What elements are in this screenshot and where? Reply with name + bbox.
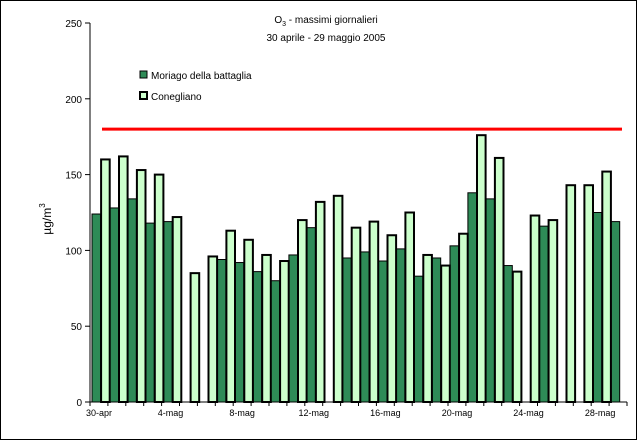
bar-conegliano [261, 253, 272, 403]
bar-conegliano [279, 260, 290, 404]
bar-conegliano [404, 211, 415, 403]
bar-moriago [610, 221, 621, 403]
bar-moriago [234, 262, 245, 403]
x-tick-label: 12-mag [298, 408, 329, 418]
bar-moriago [467, 192, 477, 403]
x-axis-ticks: 30-apr 4-mag 8-mag 12-mag 16-mag 20-mag 24-mag… [86, 402, 628, 418]
bar-conegliano [297, 219, 308, 403]
bar-moriago [539, 225, 549, 403]
bar-moriago [449, 245, 460, 403]
bar-conegliano [601, 170, 612, 403]
bar-moriago [431, 257, 442, 403]
bar-moriago [485, 198, 495, 403]
bar-moriago [145, 222, 155, 403]
bar-conegliano [100, 158, 111, 403]
bar-conegliano [565, 184, 577, 403]
bar-moriago [288, 254, 298, 403]
bar-moriago [216, 259, 227, 403]
bar-conegliano [458, 232, 469, 403]
bar-conegliano [386, 234, 398, 403]
bar-conegliano [350, 226, 362, 403]
y-tick-label: 0 [76, 398, 82, 409]
y-tick-label: 200 [65, 95, 82, 106]
bar-conegliano [135, 169, 147, 403]
bar-conegliano [189, 272, 201, 404]
bar-conegliano [171, 216, 183, 403]
y-axis-label: µg/m3 [38, 203, 54, 235]
x-tick-label: 4-mag [158, 408, 184, 418]
y-axis-ticks: 0 50 100 150 200 250 [65, 19, 90, 409]
svg-text:O3 - massimi giornalieri: O3 - massimi giornalieri [274, 15, 377, 28]
bar-conegliano [547, 219, 559, 403]
legend-swatch-moriago [139, 70, 148, 79]
x-tick-label: 24-mag [513, 408, 544, 418]
legend-label-conegliano: Conegliano [151, 92, 202, 103]
legend-swatch-conegliano [139, 91, 148, 100]
bar-moriago [163, 221, 173, 403]
bar-moriago [503, 265, 513, 403]
bar-moriago [360, 251, 370, 403]
x-tick-label: 30-apr [86, 408, 112, 418]
bar-conegliano [511, 270, 523, 403]
bar-conegliano [314, 200, 326, 403]
bars [91, 134, 621, 404]
bar-moriago [342, 257, 352, 403]
bar-moriago [252, 271, 263, 403]
y-tick-label: 250 [65, 19, 82, 30]
chart-subtitle: 30 aprile - 29 maggio 2005 [267, 33, 386, 44]
x-tick-label: 16-mag [370, 408, 401, 418]
bar-conegliano [225, 229, 236, 403]
bar-conegliano [493, 156, 505, 403]
legend: Moriago della battaglia Conegliano [139, 70, 252, 103]
x-tick-label: 20-mag [442, 408, 473, 418]
bar-conegliano [118, 155, 129, 403]
bar-conegliano [153, 173, 165, 403]
bar-moriago [270, 280, 281, 403]
y-tick-label: 50 [71, 322, 83, 333]
legend-label-moriago: Moriago della battaglia [151, 71, 252, 82]
bar-conegliano [243, 238, 254, 403]
bar-moriago [592, 212, 603, 403]
bar-moriago [413, 275, 424, 403]
bar-conegliano [207, 255, 219, 403]
svg-text:µg/m3: µg/m3 [38, 203, 54, 235]
bar-conegliano [529, 214, 541, 403]
bar-conegliano [368, 220, 380, 403]
bar-moriago [109, 207, 120, 403]
bar-moriago [395, 248, 406, 403]
bar-moriago [377, 260, 388, 403]
chart-title: O3 - massimi giornalieri [274, 15, 377, 28]
bar-conegliano [440, 264, 451, 403]
x-tick-label: 8-mag [229, 408, 255, 418]
bar-conegliano [332, 194, 344, 403]
bar-conegliano [476, 134, 487, 403]
bar-moriago [306, 227, 316, 403]
bar-conegliano [422, 253, 433, 403]
bar-conegliano [583, 184, 595, 403]
y-tick-label: 150 [65, 171, 82, 182]
bar-moriago [127, 198, 137, 403]
x-tick-label: 28-mag [585, 408, 616, 418]
bar-moriago [91, 213, 102, 403]
y-tick-label: 100 [65, 246, 82, 257]
